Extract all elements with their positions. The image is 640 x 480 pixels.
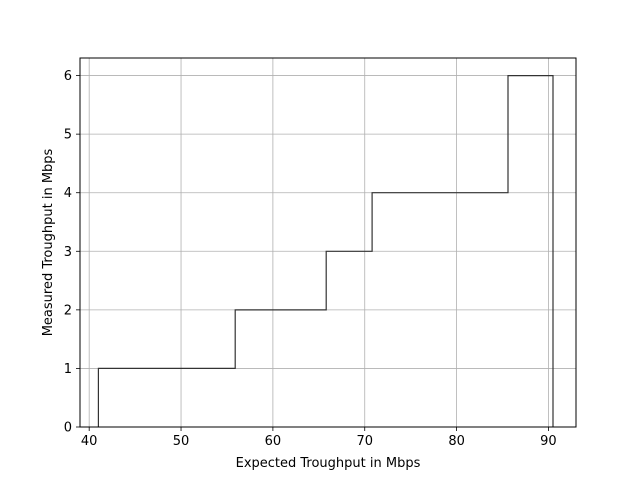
x-tick-label: 70 (356, 434, 373, 449)
ticks: 40 50 60 70 80 90 0 1 2 3 4 5 6 (64, 69, 557, 449)
y-tick-label: 6 (64, 69, 72, 84)
x-tick-label: 50 (173, 434, 190, 449)
x-axis-label: Expected Troughput in Mbps (236, 456, 421, 471)
grid (80, 58, 576, 428)
y-tick-label: 1 (64, 362, 72, 377)
plot-frame (79, 57, 577, 428)
y-tick-label: 2 (64, 303, 72, 318)
y-tick-label: 5 (64, 128, 72, 143)
x-tick-label: 60 (265, 434, 282, 449)
y-tick-label: 3 (64, 245, 72, 260)
y-tick-label: 0 (64, 421, 72, 436)
step-series-line (97, 74, 554, 427)
x-tick-label: 40 (81, 434, 98, 449)
y-tick-label: 4 (64, 186, 72, 201)
series-layer (97, 74, 554, 427)
x-tick-label: 90 (540, 434, 557, 449)
x-tick-label: 80 (448, 434, 465, 449)
y-axis-label: Measured Troughput in Mbps (41, 148, 56, 336)
